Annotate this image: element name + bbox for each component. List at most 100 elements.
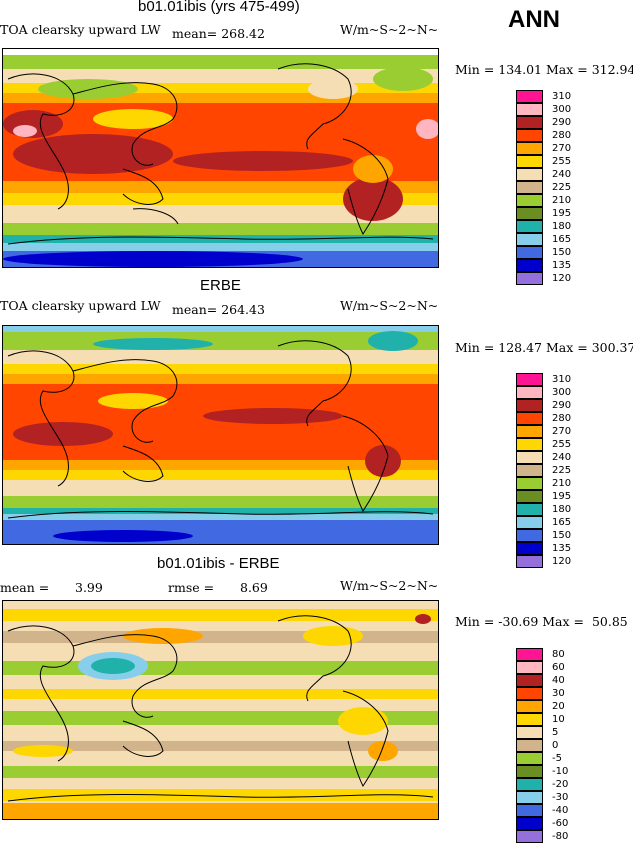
legend-label: 120 bbox=[552, 273, 572, 284]
legend-label: 5 bbox=[552, 727, 559, 738]
legend-label: 255 bbox=[552, 439, 572, 450]
legend-label: 30 bbox=[552, 688, 565, 699]
legend-label: 290 bbox=[552, 117, 572, 128]
legend-swatch bbox=[516, 464, 543, 477]
legend-swatch bbox=[516, 529, 543, 542]
legend-label: -10 bbox=[552, 766, 569, 777]
legend-label: 255 bbox=[552, 156, 572, 167]
panel3-mean-value: 3.99 bbox=[75, 580, 103, 595]
legend-label: 150 bbox=[552, 530, 572, 541]
legend-swatch bbox=[516, 246, 543, 259]
legend-swatch bbox=[516, 116, 543, 129]
legend-label: 210 bbox=[552, 195, 572, 206]
legend-swatch bbox=[516, 503, 543, 516]
panel2-mean-label: mean= 264.43 bbox=[172, 302, 265, 317]
legend-label: 80 bbox=[552, 649, 565, 660]
legend-swatch bbox=[516, 804, 543, 817]
legend-swatch bbox=[516, 259, 543, 272]
legend-label: 20 bbox=[552, 701, 565, 712]
panel3-title: b01.01ibis - ERBE bbox=[157, 555, 280, 572]
legend-swatch bbox=[516, 233, 543, 246]
legend-label: 270 bbox=[552, 426, 572, 437]
legend-label: 180 bbox=[552, 504, 572, 515]
panel1-map bbox=[2, 48, 439, 268]
legend-swatch bbox=[516, 791, 543, 804]
legend-swatch bbox=[516, 555, 543, 568]
legend-swatch bbox=[516, 739, 543, 752]
legend-label: 165 bbox=[552, 234, 572, 245]
legend-label: 0 bbox=[552, 740, 559, 751]
legend-label: 300 bbox=[552, 387, 572, 398]
legend-swatch bbox=[516, 661, 543, 674]
legend-label: 60 bbox=[552, 662, 565, 673]
legend-swatch bbox=[516, 516, 543, 529]
panel2-title: ERBE bbox=[200, 277, 241, 294]
legend-swatch bbox=[516, 778, 543, 791]
legend-swatch bbox=[516, 752, 543, 765]
legend-swatch bbox=[516, 129, 543, 142]
legend-label: 135 bbox=[552, 543, 572, 554]
legend-label: 310 bbox=[552, 91, 572, 102]
legend-swatch bbox=[516, 687, 543, 700]
legend-label: -80 bbox=[552, 831, 569, 842]
legend-label: -30 bbox=[552, 792, 569, 803]
legend-label: -20 bbox=[552, 779, 569, 790]
legend-swatch bbox=[516, 155, 543, 168]
panel3-rmse-label: rmse = bbox=[168, 580, 215, 595]
panel3-units-label: W/m~S~2~N~ bbox=[340, 578, 439, 593]
legend-label: 290 bbox=[552, 400, 572, 411]
legend-swatch bbox=[516, 386, 543, 399]
panel2-variable-label: TOA clearsky upward LW bbox=[0, 298, 161, 313]
legend-label: 40 bbox=[552, 675, 565, 686]
legend-label: 120 bbox=[552, 556, 572, 567]
legend-swatch bbox=[516, 103, 543, 116]
legend-swatch bbox=[516, 674, 543, 687]
legend-label: -40 bbox=[552, 805, 569, 816]
legend-swatch bbox=[516, 425, 543, 438]
legend-label: -60 bbox=[552, 818, 569, 829]
legend-swatch bbox=[516, 648, 543, 661]
legend-swatch bbox=[516, 142, 543, 155]
legend-swatch bbox=[516, 399, 543, 412]
legend-label: 280 bbox=[552, 413, 572, 424]
legend-swatch bbox=[516, 713, 543, 726]
panel2-map bbox=[2, 325, 439, 545]
legend-swatch bbox=[516, 451, 543, 464]
panel3-rmse-value: 8.69 bbox=[240, 580, 268, 595]
panel1-minmax-label: Min = 134.01 Max = 312.94 bbox=[455, 62, 633, 77]
panel3-mean-label: mean = bbox=[0, 580, 50, 595]
legend-label: -5 bbox=[552, 753, 562, 764]
legend-swatch bbox=[516, 207, 543, 220]
legend-label: 225 bbox=[552, 465, 572, 476]
panel1-variable-label: TOA clearsky upward LW bbox=[0, 22, 161, 37]
legend-label: 180 bbox=[552, 221, 572, 232]
panel2-units-label: W/m~S~2~N~ bbox=[340, 298, 439, 313]
panel1-title: b01.01ibis (yrs 475-499) bbox=[138, 0, 300, 15]
panel1-mean-label: mean= 268.42 bbox=[172, 26, 265, 41]
legend-label: 300 bbox=[552, 104, 572, 115]
legend-swatch bbox=[516, 412, 543, 425]
legend-swatch bbox=[516, 220, 543, 233]
legend-label: 270 bbox=[552, 143, 572, 154]
legend-swatch bbox=[516, 181, 543, 194]
panel3-map bbox=[2, 600, 439, 820]
legend-label: 165 bbox=[552, 517, 572, 528]
legend-label: 195 bbox=[552, 208, 572, 219]
legend-label: 225 bbox=[552, 182, 572, 193]
legend-swatch bbox=[516, 438, 543, 451]
season-label: ANN bbox=[508, 6, 560, 33]
panel2-minmax-label: Min = 128.47 Max = 300.37 bbox=[455, 340, 633, 355]
panel1-units-label: W/m~S~2~N~ bbox=[340, 22, 439, 37]
legend-label: 135 bbox=[552, 260, 572, 271]
legend-swatch bbox=[516, 490, 543, 503]
legend-swatch bbox=[516, 700, 543, 713]
legend-label: 195 bbox=[552, 491, 572, 502]
legend-swatch bbox=[516, 726, 543, 739]
legend-swatch bbox=[516, 542, 543, 555]
legend-swatch bbox=[516, 272, 543, 285]
legend-swatch bbox=[516, 477, 543, 490]
legend-label: 150 bbox=[552, 247, 572, 258]
legend-swatch bbox=[516, 373, 543, 386]
legend-label: 10 bbox=[552, 714, 565, 725]
panel3-minmax-label: Min = -30.69 Max = 50.85 bbox=[455, 614, 628, 629]
